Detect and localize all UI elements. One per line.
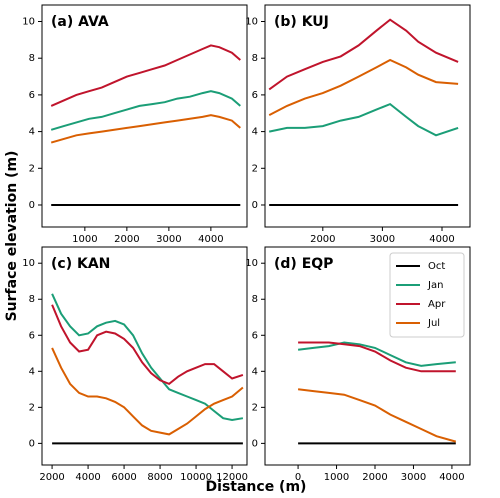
series-line xyxy=(50,44,241,107)
series-line xyxy=(51,304,244,386)
y-tick-label: 8 xyxy=(252,53,258,64)
y-tick-label: 8 xyxy=(252,294,258,305)
y-tick-label: 6 xyxy=(29,330,35,341)
y-tick-label: 6 xyxy=(29,90,35,101)
y-tick-label: 2 xyxy=(29,402,35,413)
series-line xyxy=(268,58,459,116)
x-tick-label: 4000 xyxy=(439,472,464,483)
x-tick-label: 6000 xyxy=(111,472,136,483)
y-tick-label: 4 xyxy=(252,366,258,377)
x-tick-label: 2000 xyxy=(114,234,139,245)
y-tick-label: 0 xyxy=(29,438,35,449)
panel: 0 2 4 6 8 10 2000 4000 6000 8000 10000 12000 (c) KAN xyxy=(22,246,248,483)
x-tick-label: 0 xyxy=(295,472,301,483)
legend-label: Jan xyxy=(427,280,443,291)
x-tick-label: 3000 xyxy=(156,234,181,245)
panel-title: (c) KAN xyxy=(51,256,110,272)
series-line xyxy=(297,341,456,367)
y-tick-label: 10 xyxy=(22,17,35,28)
panel-title: (b) KUJ xyxy=(274,14,329,30)
y-tick-label: 4 xyxy=(29,366,35,377)
y-tick-label: 8 xyxy=(29,294,35,305)
legend-label: Apr xyxy=(428,299,446,310)
x-tick-label: 3000 xyxy=(370,234,395,245)
x-tick-label: 8000 xyxy=(147,472,172,483)
x-tick-label: 3000 xyxy=(401,472,426,483)
y-tick-label: 10 xyxy=(245,258,258,269)
x-tick-label: 2000 xyxy=(362,472,387,483)
panel: 0 2 4 6 8 10 1000 2000 3000 4000 (a) AVA xyxy=(22,4,248,245)
series-line xyxy=(297,388,457,443)
x-tick-label: 1000 xyxy=(72,234,97,245)
series-line xyxy=(298,341,456,373)
panel: 0 2 4 6 8 10 0 1000 2000 3000 4000 (d) EQP Oct Jan Apr… xyxy=(245,246,471,483)
plot-frame xyxy=(264,246,471,466)
y-tick-label: 10 xyxy=(245,17,258,28)
series-line xyxy=(51,293,244,422)
panel: 0 2 4 6 8 10 2000 3000 4000 (b) KUJ xyxy=(245,4,471,245)
plot-frame xyxy=(264,4,471,228)
plot-frame xyxy=(41,246,248,466)
legend-frame xyxy=(389,252,465,338)
panel-title: (d) EQP xyxy=(274,256,333,272)
y-tick-label: 2 xyxy=(252,402,258,413)
x-tick-label: 4000 xyxy=(429,234,454,245)
y-tick-label: 0 xyxy=(252,438,258,449)
x-tick-label: 2000 xyxy=(310,234,335,245)
x-tick-label: 10000 xyxy=(180,472,212,483)
x-tick-label: 1000 xyxy=(324,472,349,483)
legend-label: Oct xyxy=(428,261,445,272)
y-tick-label: 2 xyxy=(252,163,258,174)
x-tick-label: 12000 xyxy=(216,472,248,483)
series-line xyxy=(268,18,459,91)
series-line xyxy=(51,347,244,436)
y-tick-label: 6 xyxy=(252,330,258,341)
y-tick-label: 0 xyxy=(252,200,258,211)
series-line xyxy=(50,114,241,144)
legend-label: Jul xyxy=(427,318,440,329)
y-tick-label: 0 xyxy=(29,200,35,211)
series-line xyxy=(50,90,241,131)
plot-frame xyxy=(41,4,248,228)
y-tick-label: 2 xyxy=(29,163,35,174)
y-tick-label: 10 xyxy=(22,258,35,269)
x-axis-label: Distance (m) xyxy=(206,479,307,495)
x-tick-label: 2000 xyxy=(39,472,64,483)
panel-title: (a) AVA xyxy=(51,14,109,30)
y-tick-label: 4 xyxy=(252,127,258,138)
y-tick-label: 8 xyxy=(29,53,35,64)
x-tick-label: 4000 xyxy=(75,472,100,483)
y-tick-label: 6 xyxy=(252,90,258,101)
series-line xyxy=(268,102,459,137)
y-tick-label: 4 xyxy=(29,127,35,138)
x-tick-label: 4000 xyxy=(198,234,223,245)
y-axis-label: Surface elevation (m) xyxy=(4,151,20,322)
